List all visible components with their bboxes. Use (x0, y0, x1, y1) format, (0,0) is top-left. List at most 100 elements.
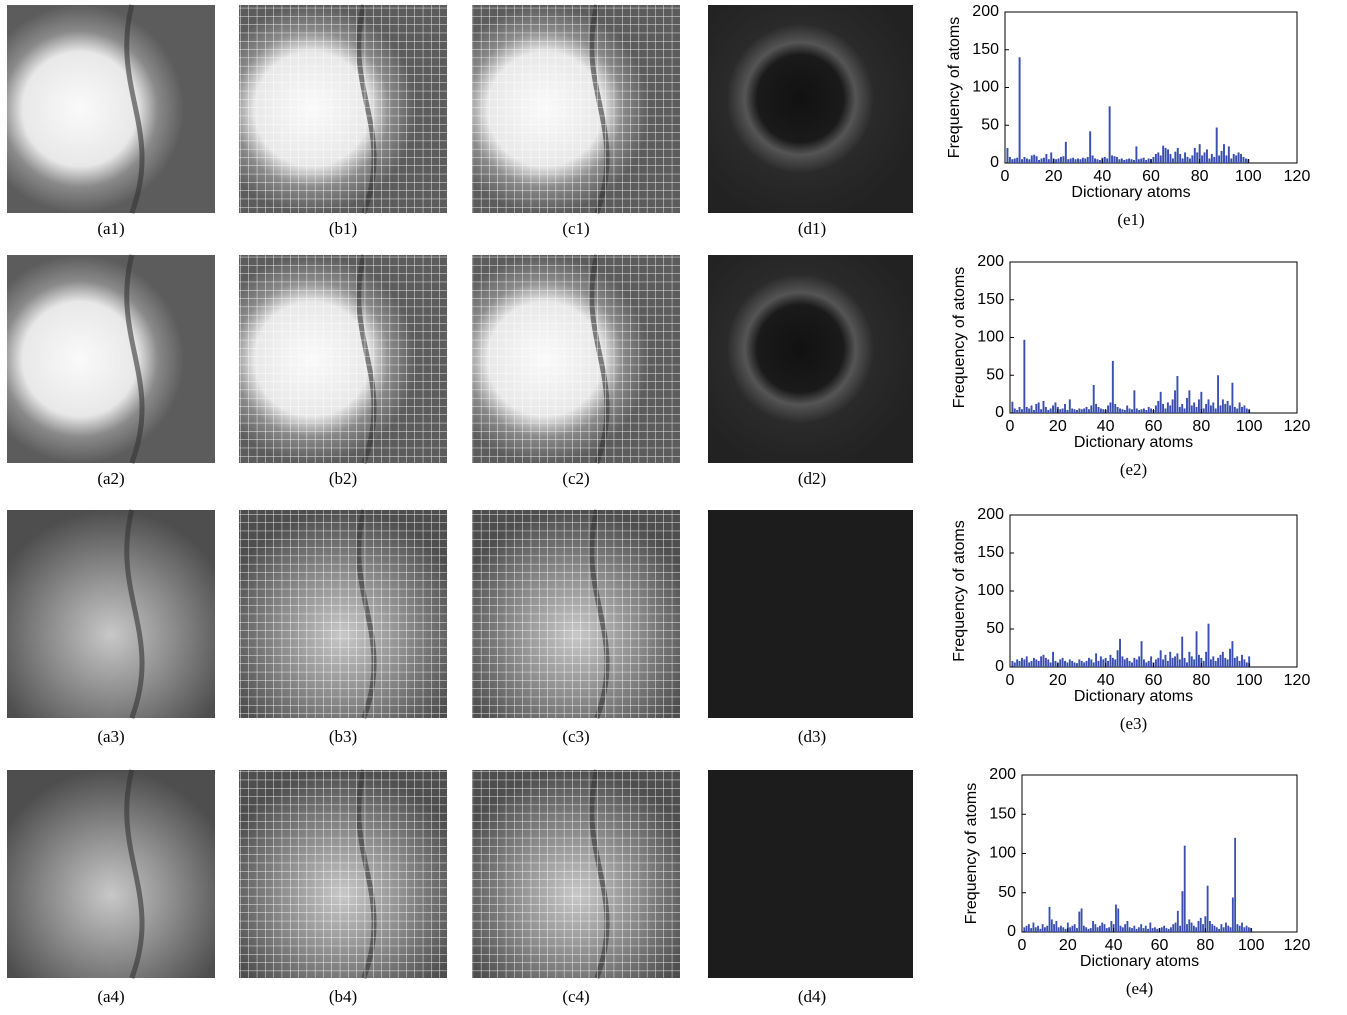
bar (1181, 636, 1184, 667)
bar (1179, 925, 1182, 932)
bar (1068, 399, 1071, 413)
bar (1087, 928, 1090, 932)
bar (1090, 405, 1093, 413)
bar (1227, 146, 1230, 163)
bar (1061, 657, 1064, 667)
bar (1164, 147, 1167, 163)
bar (1157, 400, 1160, 413)
bar (1188, 651, 1191, 667)
bar (1140, 641, 1143, 667)
bar (1103, 924, 1106, 932)
bar (1190, 922, 1193, 932)
bar (1071, 925, 1074, 932)
plot-area (1021, 774, 1298, 933)
bar (1128, 927, 1131, 932)
panel-label: (d1) (798, 219, 826, 238)
bar (1191, 155, 1194, 163)
bar (1094, 158, 1097, 163)
bar (1174, 922, 1177, 932)
bar (1137, 927, 1140, 932)
x-tick-label: 0 (1018, 937, 1027, 954)
bar (1227, 925, 1230, 932)
bar (1241, 654, 1243, 667)
bar (1170, 927, 1172, 932)
bar (1044, 657, 1047, 667)
bar (1201, 155, 1204, 163)
bar (1149, 922, 1152, 932)
bar (1184, 152, 1187, 163)
bar (1042, 157, 1045, 163)
bar (1181, 403, 1184, 413)
bar (1066, 662, 1069, 667)
x-tick-label: 20 (1045, 168, 1063, 185)
bar (1193, 402, 1196, 413)
bar (1104, 657, 1107, 667)
bar (1038, 159, 1041, 163)
panel-label: (d3) (798, 727, 826, 746)
bar (1218, 928, 1220, 932)
bar (1152, 156, 1155, 163)
bar (1083, 408, 1086, 413)
image-panel (239, 769, 447, 979)
bar (1197, 399, 1200, 413)
x-tick-label: 100 (1236, 672, 1263, 689)
residual-image (708, 5, 913, 213)
image-content (7, 770, 215, 978)
bar (1049, 408, 1052, 413)
bar (1167, 149, 1170, 163)
bar (1092, 921, 1094, 932)
bar (1236, 408, 1239, 413)
bar (1209, 405, 1212, 413)
bar (1107, 660, 1110, 667)
bar (1162, 659, 1165, 667)
bar (1214, 408, 1217, 413)
bar (1035, 403, 1038, 413)
bar (1145, 662, 1148, 667)
bar (1109, 654, 1112, 667)
bar (1220, 150, 1223, 163)
panel-label: (c1) (562, 219, 589, 238)
panel-label: (c4) (562, 987, 589, 1006)
bar (1226, 659, 1229, 667)
y-axis-label: Frequency of atoms (963, 783, 980, 924)
bar (1231, 382, 1234, 413)
x-tick-label: 80 (1192, 672, 1210, 689)
bar (1021, 657, 1023, 667)
bar (1221, 651, 1224, 667)
bar (1223, 144, 1225, 163)
bar (1064, 660, 1066, 667)
x-tick-label: 120 (1284, 672, 1311, 689)
bar (1040, 409, 1043, 413)
bar (1181, 891, 1184, 932)
bar (1092, 385, 1095, 413)
bar (1212, 402, 1215, 413)
bar (1021, 409, 1023, 413)
bar (1079, 159, 1082, 163)
bar (1197, 654, 1200, 667)
bar (1114, 659, 1117, 667)
panel-label: (b3) (329, 727, 357, 746)
bar (1241, 406, 1243, 413)
panel-label: (a1) (97, 219, 124, 238)
plot-area (1009, 514, 1298, 668)
bar (1050, 919, 1053, 932)
bar (1128, 660, 1131, 667)
y-tick-label: 200 (977, 506, 1004, 523)
bar (1247, 927, 1250, 932)
bar (1109, 402, 1112, 413)
vessel (124, 509, 145, 719)
bar (1078, 911, 1081, 932)
bar (1076, 663, 1078, 667)
bar (1150, 656, 1153, 667)
bar (1095, 653, 1098, 667)
bar (1045, 153, 1048, 163)
bar (1218, 155, 1221, 163)
bar (1217, 657, 1220, 667)
x-tick-label: 0 (1006, 672, 1015, 689)
bar (1074, 159, 1077, 163)
image-content (7, 510, 215, 718)
bar (1061, 408, 1064, 413)
bar (1205, 403, 1208, 413)
y-tick-label: 200 (972, 3, 999, 20)
bar (1220, 924, 1223, 932)
